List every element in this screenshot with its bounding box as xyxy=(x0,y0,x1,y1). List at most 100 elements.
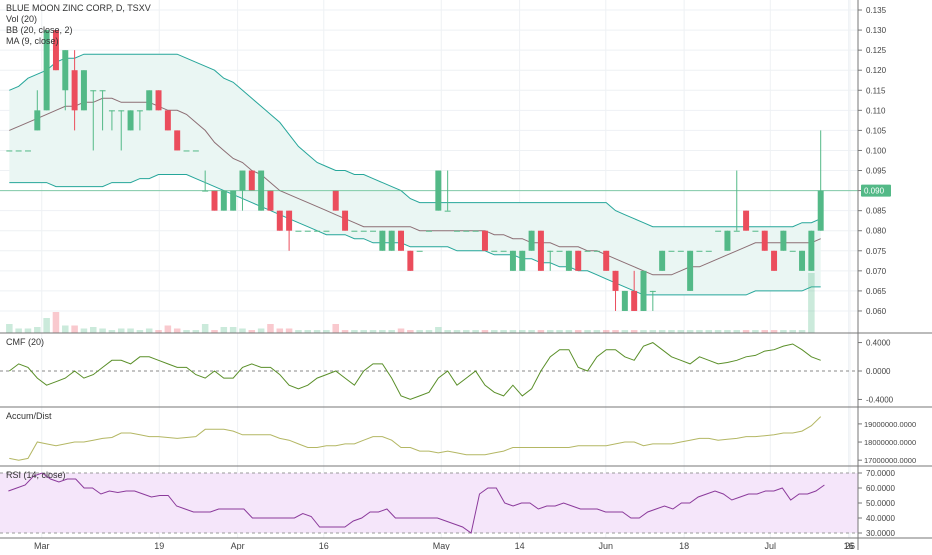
candle-body xyxy=(519,250,526,271)
volume-bar xyxy=(351,330,358,333)
candle-body xyxy=(584,250,591,252)
candle-body xyxy=(192,150,199,152)
candle-body xyxy=(808,230,815,271)
candle-body xyxy=(118,110,125,112)
candle-body xyxy=(211,190,218,211)
candle-body xyxy=(108,110,115,112)
volume-bar xyxy=(388,330,395,333)
candle-body xyxy=(248,170,255,191)
volume-bar xyxy=(686,330,694,333)
accum-dist-pane xyxy=(9,416,822,461)
price-tick-label: 0.120 xyxy=(866,66,887,75)
price-tick-label: 0.065 xyxy=(866,287,887,296)
candle-body xyxy=(332,190,339,211)
candle-body xyxy=(323,230,330,232)
volume-bar xyxy=(89,327,97,333)
rsi-pane xyxy=(0,472,858,534)
price-tick-label: 0.095 xyxy=(866,167,887,176)
volume-bar xyxy=(313,330,321,333)
volume-bar xyxy=(267,324,274,333)
candle-body xyxy=(715,230,722,232)
volume-bar xyxy=(761,330,769,333)
x-tick-label: 26 xyxy=(845,541,855,550)
rsi-legend: RSI (14, close) xyxy=(6,470,66,481)
volume-bar xyxy=(733,330,741,333)
price-tick-label: 0.135 xyxy=(866,6,887,15)
volume-bar xyxy=(472,330,479,333)
x-tick-label: Mar xyxy=(34,541,50,550)
candle-body xyxy=(509,250,516,271)
price-tick-label: 0.125 xyxy=(866,46,887,55)
candle-body xyxy=(416,250,423,252)
volume-bar xyxy=(537,330,545,333)
candle-body xyxy=(556,250,563,252)
candle-body xyxy=(631,290,638,311)
candle-body xyxy=(799,250,806,271)
candle-body xyxy=(761,230,768,251)
volume-bar xyxy=(696,330,703,333)
price-tick-label: 0.110 xyxy=(866,106,886,115)
accum-title: Accum/Dist xyxy=(6,411,52,421)
candle-body xyxy=(314,230,321,232)
last-price-label: 0.090 xyxy=(864,187,885,196)
candle-body xyxy=(295,230,302,232)
candle-body xyxy=(239,170,246,191)
candle-body xyxy=(342,210,349,231)
accum-tick-label: 17000000.0000 xyxy=(864,456,916,465)
volume-bar xyxy=(770,330,778,333)
volume-bar xyxy=(192,330,200,333)
bb-fill xyxy=(9,54,821,295)
ma-line xyxy=(9,97,821,276)
candle-body xyxy=(705,250,712,252)
volume-bar xyxy=(425,330,433,333)
x-tick-label: Jul xyxy=(765,541,777,550)
candle-body xyxy=(659,250,666,271)
bb-lower-line xyxy=(9,174,821,296)
cmf-title: CMF (20) xyxy=(6,337,44,347)
candle-body xyxy=(267,190,274,211)
candle-body xyxy=(789,250,796,252)
volume-bar xyxy=(705,330,713,333)
volume-bar xyxy=(752,330,759,333)
rsi-tick-label: 30.0000 xyxy=(866,529,895,538)
candle-body xyxy=(174,130,181,151)
volume-bar xyxy=(780,330,787,333)
volume-bar xyxy=(481,330,489,333)
candle-body xyxy=(351,230,358,232)
rsi-tick-label: 60.0000 xyxy=(866,484,895,493)
candle-body xyxy=(360,230,367,232)
volume-bar xyxy=(164,325,172,333)
volume-bar xyxy=(332,324,340,333)
x-tick-label: 18 xyxy=(679,541,689,550)
volume-bar xyxy=(612,330,619,333)
rsi-line xyxy=(8,472,825,534)
candle-body xyxy=(52,30,59,71)
volume-bar xyxy=(397,328,405,333)
volume-bar xyxy=(649,330,657,333)
volume-bar xyxy=(24,328,32,333)
candle-body xyxy=(724,230,731,251)
candle-body xyxy=(668,250,675,252)
candle-body xyxy=(127,110,134,131)
volume-bar xyxy=(173,328,181,333)
candle-body xyxy=(146,90,153,111)
candle-body xyxy=(453,230,460,232)
volume-bar xyxy=(34,327,41,333)
volume-bar xyxy=(463,330,470,333)
candle-body xyxy=(603,250,610,271)
candle-body xyxy=(771,250,778,271)
volume-bar xyxy=(239,328,246,333)
candle-body xyxy=(444,210,451,212)
volume-bar xyxy=(416,330,423,333)
volume-bar xyxy=(229,327,237,333)
volume-bar xyxy=(602,330,610,333)
volume-bar xyxy=(52,312,60,333)
volume-bar xyxy=(295,330,302,333)
volume-bar xyxy=(668,330,675,333)
volume-bar xyxy=(546,330,554,333)
volume-bar xyxy=(369,330,377,333)
volume-bar xyxy=(80,328,88,333)
volume-bar xyxy=(248,330,256,333)
rsi-title: RSI (14, close) xyxy=(6,470,66,480)
